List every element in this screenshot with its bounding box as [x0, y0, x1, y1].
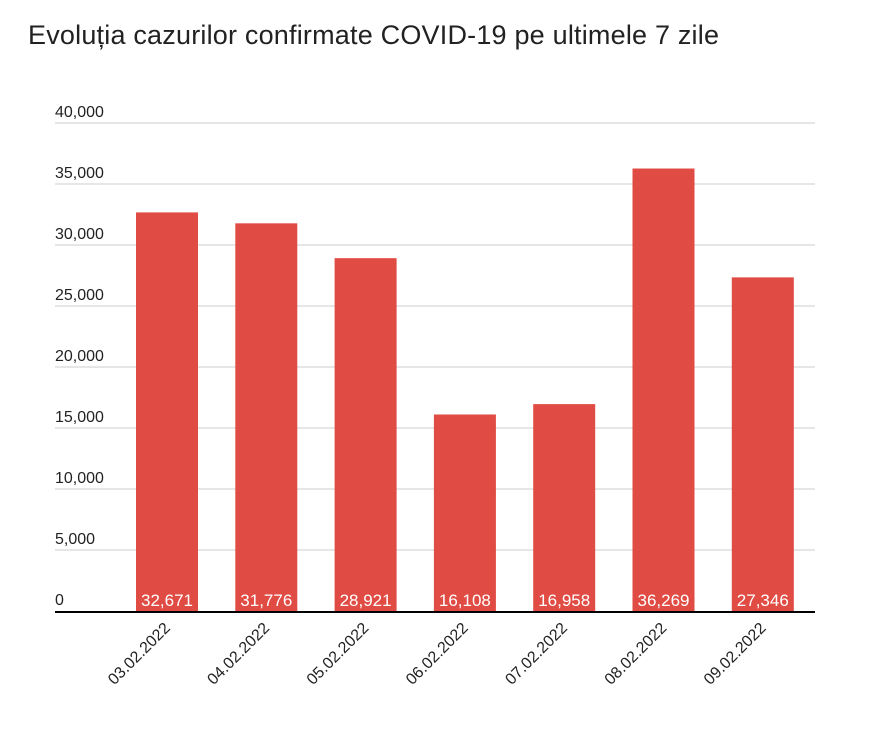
x-axis-ticks: 03.02.2022 04.02.2022 05.02.2022 06.02.2022…: [105, 620, 770, 689]
y-tick-label: 40,000: [55, 104, 104, 121]
bar: [433, 414, 496, 611]
bar: [533, 404, 596, 611]
data-label: 36,269: [638, 591, 690, 610]
bars: [136, 168, 794, 612]
x-tick-label: 09.02.2022: [701, 620, 770, 689]
bar: [731, 277, 794, 611]
chart-title: Evoluția cazurilor confirmate COVID-19 p…: [28, 20, 720, 50]
data-label: 16,958: [538, 591, 590, 610]
data-label: 28,921: [340, 591, 392, 610]
bar: [334, 258, 397, 611]
y-tick-label: 0: [55, 592, 64, 609]
y-tick-label: 30,000: [55, 226, 104, 243]
x-tick-label: 07.02.2022: [502, 620, 571, 689]
x-tick-label: 08.02.2022: [602, 620, 671, 689]
x-tick-label: 06.02.2022: [403, 620, 472, 689]
bar: [632, 168, 695, 612]
x-tick-label: 03.02.2022: [105, 620, 174, 689]
bar: [235, 223, 298, 611]
x-tick-label: 04.02.2022: [204, 620, 273, 689]
data-label: 16,108: [439, 591, 491, 610]
bar: [136, 212, 198, 611]
y-tick-label: 25,000: [55, 287, 104, 304]
y-axis-ticks: 0 5,000 10,000 15,000 20,000 25,000 30,000 35,0…: [55, 104, 104, 609]
y-tick-label: 5,000: [55, 531, 95, 548]
data-labels: 32,671 31,776 28,921 16,108 16,958 36,269 27,3…: [141, 591, 789, 610]
y-tick-label: 20,000: [55, 348, 104, 365]
data-label: 27,346: [737, 591, 789, 610]
y-tick-label: 10,000: [55, 470, 104, 487]
y-tick-label: 35,000: [55, 165, 104, 182]
y-tick-label: 15,000: [55, 409, 104, 426]
data-label: 31,776: [240, 591, 292, 610]
data-label: 32,671: [141, 591, 193, 610]
x-tick-label: 05.02.2022: [304, 620, 373, 689]
